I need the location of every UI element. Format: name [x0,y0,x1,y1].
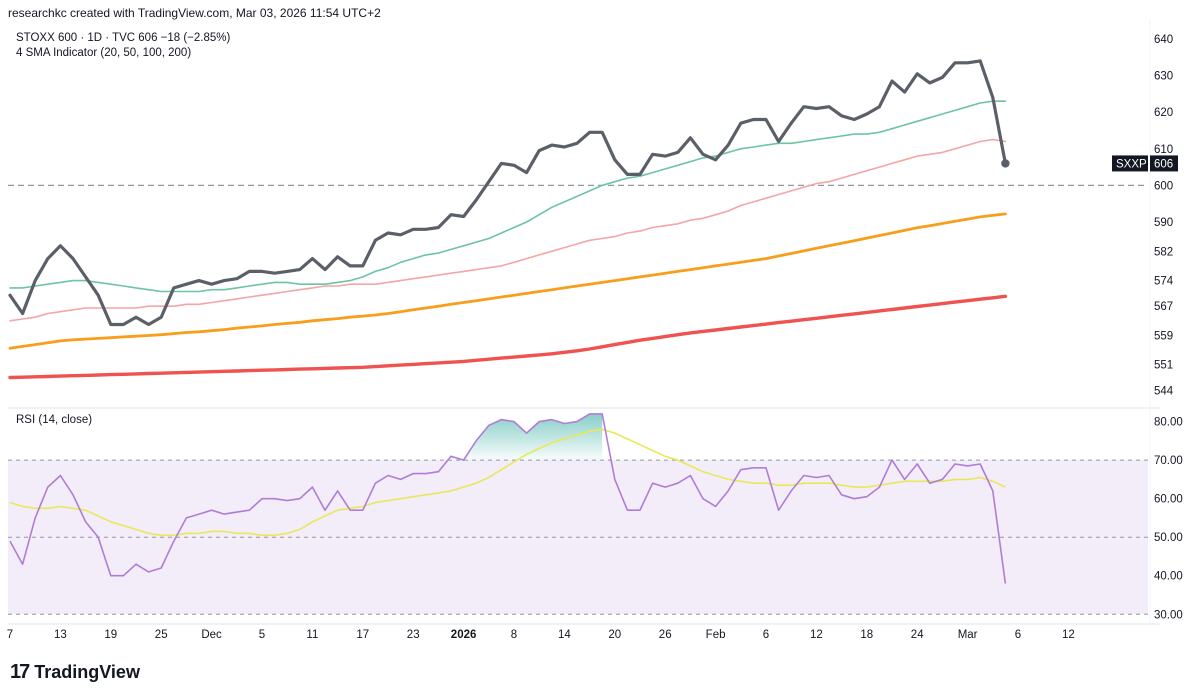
last-price-value: 606 [1154,158,1173,170]
time-axis-tick: 11 [306,629,318,641]
price-line [8,59,1008,327]
rsi-axis-tick: 70.00 [1154,455,1183,467]
sma50-line [9,138,1007,322]
time-axis-tick: 5 [259,629,265,641]
rsi-axis-tick: 50.00 [1154,532,1183,544]
price-axis-tick: 620 [1154,107,1173,119]
symbol-label: SXXP [1116,158,1147,170]
time-axis-tick: 6 [1015,629,1021,641]
tradingview-logo[interactable]: 17 TradingView [10,661,140,684]
symbol-legend[interactable]: STOXX 600 · 1D · TVC 606 −18 (−2.85%) [16,32,231,44]
time-axis-tick: Feb [706,629,726,641]
symbol-label-box [1112,155,1148,172]
time-axis-tick: 25 [155,629,168,641]
sma100-line [8,212,1007,350]
time-axis-tick: 23 [407,629,420,641]
time-axis-tick: 14 [558,629,571,641]
rsi-ma-line [9,428,1006,537]
price-legend: STOXX 600 · 1D · TVC 606 −18 (−2.85%) 4 … [16,31,230,61]
sma20-line [9,100,1007,293]
time-axis-tick: Dec [201,629,222,641]
price-axis-tick: 600 [1154,180,1173,192]
last-price-dot [1001,159,1010,168]
time-axis-tick: 8 [511,629,517,641]
price-axis-tick: 574 [1154,276,1174,288]
rsi-legend[interactable]: RSI (14, close) [16,414,93,426]
time-axis-tick: 12 [810,629,823,641]
time-axis-tick: 18 [860,629,873,641]
time-axis-tick: 17 [356,629,369,641]
time-axis-tick: 7 [7,629,13,641]
last-price-box [1150,155,1178,172]
price-axis-tick: 610 [1154,144,1173,156]
time-axis-tick: 13 [54,629,67,641]
tradingview-logo-icon: 17 [10,661,30,683]
time-axis-tick: 12 [1062,629,1075,641]
price-axis-tick: 551 [1154,360,1173,372]
price-axis-tick: 544 [1154,385,1174,397]
time-axis-tick: 2026 [451,629,477,641]
time-axis-tick: 6 [763,629,769,641]
rsi-axis-tick: 80.00 [1154,417,1183,429]
sma200-line [8,294,1008,380]
rsi-axis-tick: 60.00 [1154,494,1183,506]
rsi-axis-tick: 40.00 [1154,571,1183,583]
time-axis-tick: 19 [104,629,117,641]
chart-credit: researchkc created with TradingView.com,… [8,6,381,20]
indicator-legend[interactable]: 4 SMA Indicator (20, 50, 100, 200) [16,47,192,59]
price-axis-tick: 582 [1154,246,1173,258]
price-axis-tick: 630 [1154,71,1173,83]
time-axis-tick: Mar [958,629,978,641]
rsi-axis-tick: 30.00 [1154,609,1183,621]
rsi-line [9,413,1007,584]
time-axis-tick: 26 [659,629,672,641]
price-axis-tick: 590 [1154,217,1173,229]
price-axis-tick: 640 [1154,34,1173,46]
price-axis-tick: 559 [1154,330,1173,342]
tradingview-wordmark: TradingView [34,662,140,682]
price-axis-tick: 567 [1154,301,1173,313]
time-axis-tick: 24 [911,629,924,641]
time-axis-tick: 20 [608,629,621,641]
